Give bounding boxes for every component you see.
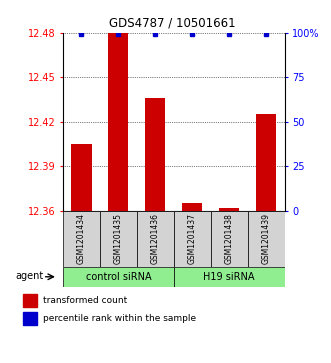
Bar <box>71 144 92 211</box>
Text: GSM1201435: GSM1201435 <box>114 213 123 264</box>
Bar <box>100 211 137 267</box>
Text: GSM1201436: GSM1201436 <box>151 213 160 264</box>
Bar <box>219 208 239 211</box>
Bar <box>145 98 166 211</box>
Text: control siRNA: control siRNA <box>85 272 151 282</box>
Text: GSM1201438: GSM1201438 <box>225 213 234 264</box>
Text: percentile rank within the sample: percentile rank within the sample <box>43 314 197 323</box>
Bar <box>63 211 100 267</box>
Bar <box>63 267 174 287</box>
Text: GSM1201439: GSM1201439 <box>262 213 271 264</box>
Bar <box>108 33 128 211</box>
Bar <box>23 312 37 325</box>
Bar <box>256 114 276 211</box>
Bar <box>174 211 211 267</box>
Bar <box>137 211 174 267</box>
Bar <box>174 267 285 287</box>
Text: GSM1201434: GSM1201434 <box>77 213 86 264</box>
Text: agent: agent <box>16 271 44 281</box>
Bar <box>248 211 285 267</box>
Text: GSM1201437: GSM1201437 <box>188 213 197 264</box>
Text: H19 siRNA: H19 siRNA <box>204 272 255 282</box>
Bar <box>182 203 203 211</box>
Text: transformed count: transformed count <box>43 296 128 305</box>
Bar <box>23 294 37 307</box>
Text: GDS4787 / 10501661: GDS4787 / 10501661 <box>109 16 235 29</box>
Bar <box>211 211 248 267</box>
